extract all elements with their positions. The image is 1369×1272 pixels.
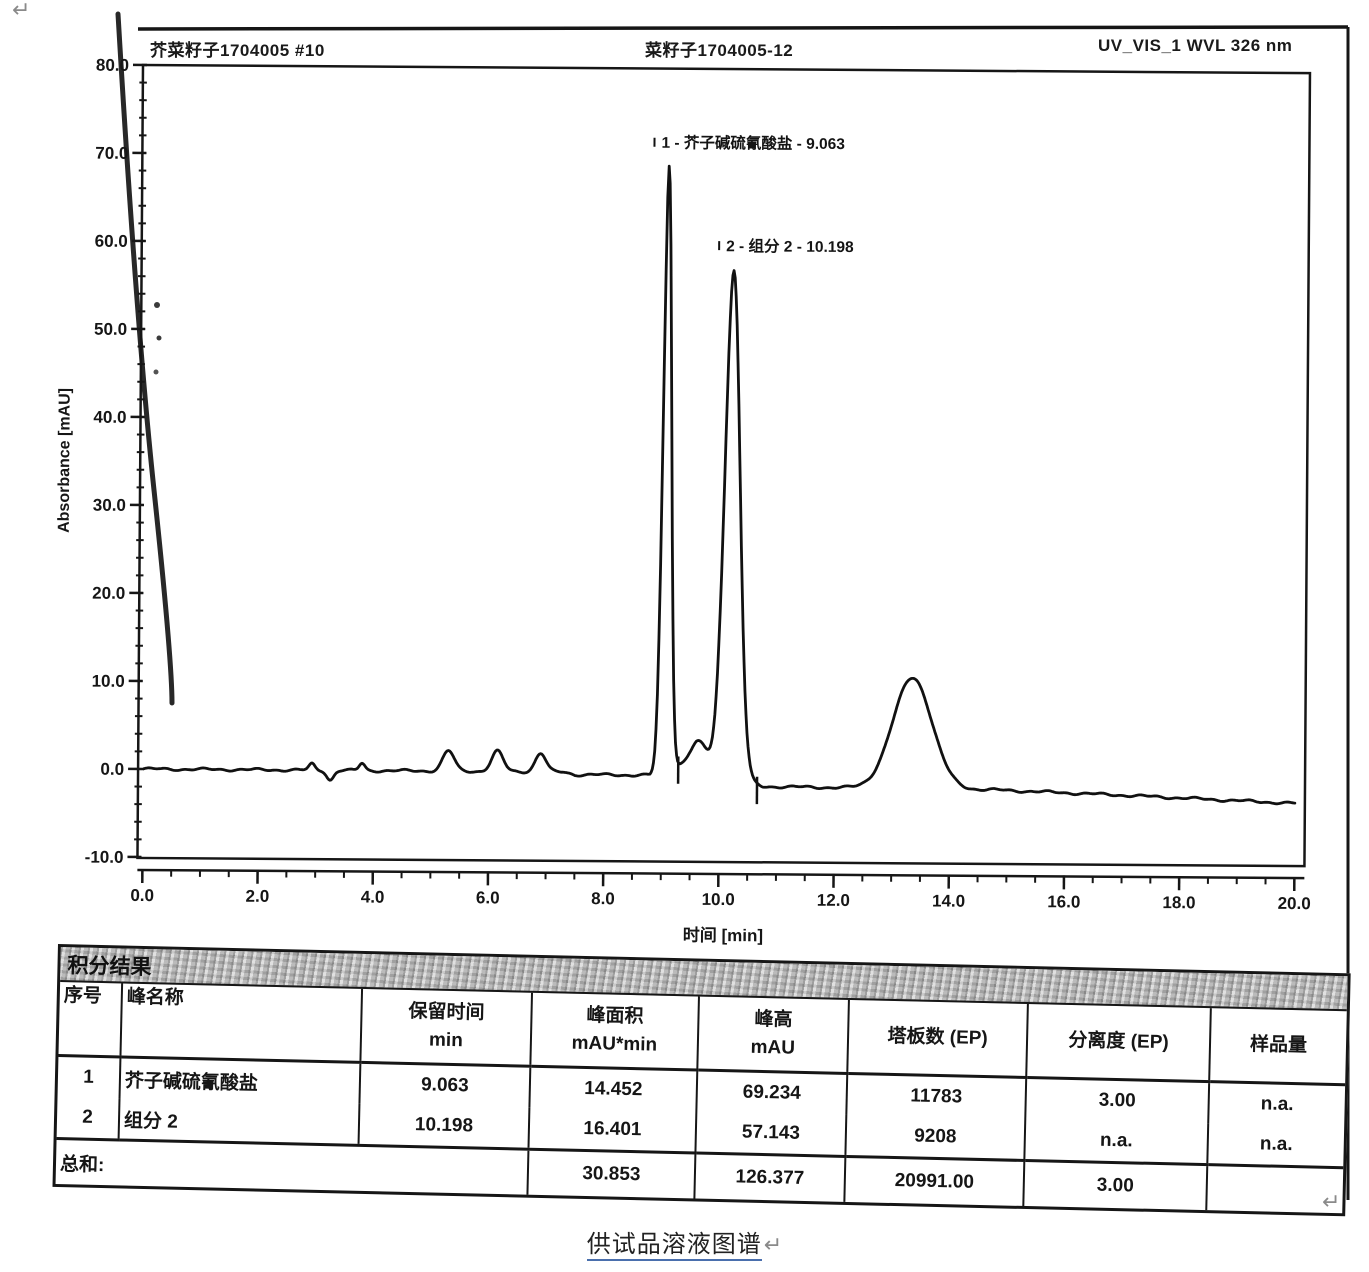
column-header-0: 序号	[58, 982, 123, 1057]
x-tick-label: 6.0	[476, 888, 500, 907]
plot-area: 0.0 2.0 4.0 6.0 8.0 10.0 12.0 14.0 16.0 18.0 20.0 -…	[56, 56, 1312, 946]
cell-r1-c5: 11783	[846, 1073, 1027, 1119]
x-tick-label: 18.0	[1162, 893, 1195, 912]
cell-r1-c1: 芥子碱硫氰酸盐	[119, 1056, 361, 1104]
x-tick-label: 16.0	[1047, 892, 1080, 911]
x-tick-label: 10.0	[702, 890, 735, 909]
paragraph-mark-bottom-right: ↵	[1322, 1190, 1341, 1215]
scan-speck	[156, 335, 162, 341]
y-axis-title: Absorbance [mAU]	[56, 388, 74, 533]
column-header-7: 样品量	[1209, 1008, 1347, 1085]
results-table: 序号 峰名称 保留时间 min 峰面积 mAU*min 峰高 mAU 塔板数 (EP) 分离度 (…	[56, 982, 1347, 1214]
scan-top-border	[137, 25, 1349, 31]
y-tick-label: 20.0	[92, 584, 125, 603]
scan-speck	[153, 369, 159, 375]
column-header-3: 峰面积 mAU*min	[530, 992, 699, 1071]
cell-r1-c2: 9.063	[359, 1062, 531, 1108]
sample-name-left: 芥菜籽子1704005 #10	[150, 41, 325, 60]
y-tick-label: 70.0	[95, 144, 128, 163]
cell-r2-c3: 16.401	[528, 1107, 697, 1154]
injection-name: 菜籽子1704005-12	[645, 41, 794, 60]
cell-r2-c5: 9208	[845, 1114, 1026, 1161]
x-tick-label: 4.0	[361, 888, 385, 907]
total-area: 30.853	[527, 1149, 696, 1199]
y-tick-label: 0.0	[100, 760, 124, 779]
y-tick-label: 50.0	[94, 320, 127, 339]
integration-results-table: 积分结果 序号 峰名称 保留时间 min 峰面积 mAU*min 峰高 mAU 塔板数 (EP)…	[52, 944, 1351, 1217]
total-resolution: 3.00	[1023, 1160, 1208, 1211]
paragraph-mark-caption: ↵	[763, 1233, 783, 1258]
x-tick-label: 20.0	[1278, 894, 1311, 913]
column-header-6: 分离度 (EP)	[1026, 1004, 1211, 1082]
cell-r1-c4: 69.234	[696, 1070, 848, 1115]
y-tick-label: -10.0	[85, 848, 124, 867]
cell-r2-c7: n.a.	[1207, 1123, 1345, 1168]
x-tick-label: 2.0	[246, 887, 270, 906]
x-tick-label: 12.0	[817, 891, 850, 910]
y-tick-label: 30.0	[93, 496, 126, 515]
column-header-4: 峰高 mAU	[697, 996, 849, 1074]
cell-r2-c2: 10.198	[358, 1103, 530, 1150]
detector-channel: UV_VIS_1 WVL 326 nm	[1098, 36, 1293, 55]
cell-r2-c1: 组分 2	[118, 1098, 360, 1146]
cell-r2-c4: 57.143	[695, 1111, 847, 1157]
x-tick-label: 0.0	[130, 886, 154, 905]
cell-r1-c3: 14.452	[529, 1066, 698, 1112]
total-plates: 20991.00	[844, 1156, 1025, 1206]
y-tick-label: 60.0	[95, 232, 128, 251]
scan-speck	[154, 302, 160, 308]
total-label: 总和:	[59, 1153, 105, 1176]
column-header-5: 塔板数 (EP)	[847, 999, 1028, 1078]
x-axis-ruler	[137, 868, 1305, 880]
cell-r1-c0: 1	[82, 1066, 95, 1088]
x-tick-label: 8.0	[591, 889, 615, 908]
cell-r2-c6: n.a.	[1024, 1118, 1209, 1165]
paragraph-mark-top: ↵	[12, 0, 31, 23]
scan-edge-artifact	[115, 11, 175, 706]
cell-r1-c6: 3.00	[1025, 1077, 1210, 1124]
x-axis-title: 时间 [min]	[683, 925, 763, 946]
total-height: 126.377	[694, 1153, 846, 1202]
x-tick-label: 14.0	[932, 891, 965, 910]
y-tick-label: 80.0	[96, 56, 129, 75]
cell-r2-c0: 2	[56, 1097, 120, 1140]
y-tick-label: 40.0	[93, 408, 126, 427]
peak-label-1: 1 - 芥子碱硫氰酸盐 - 9.063	[661, 133, 845, 153]
chromatogram-trace	[141, 164, 1297, 806]
y-tick-label: 10.0	[92, 672, 125, 691]
caption-text: 供试品溶液图谱	[586, 1230, 762, 1261]
column-header-1: 峰名称	[120, 983, 363, 1063]
peak-label-2: 2 - 组分 2 - 10.198	[726, 236, 854, 256]
plot-frame	[136, 63, 1312, 868]
caption-row: 供试品溶液图谱↵	[0, 1224, 1369, 1261]
column-header-2: 保留时间 min	[360, 988, 533, 1067]
cell-r1-c7: n.a.	[1208, 1081, 1346, 1127]
